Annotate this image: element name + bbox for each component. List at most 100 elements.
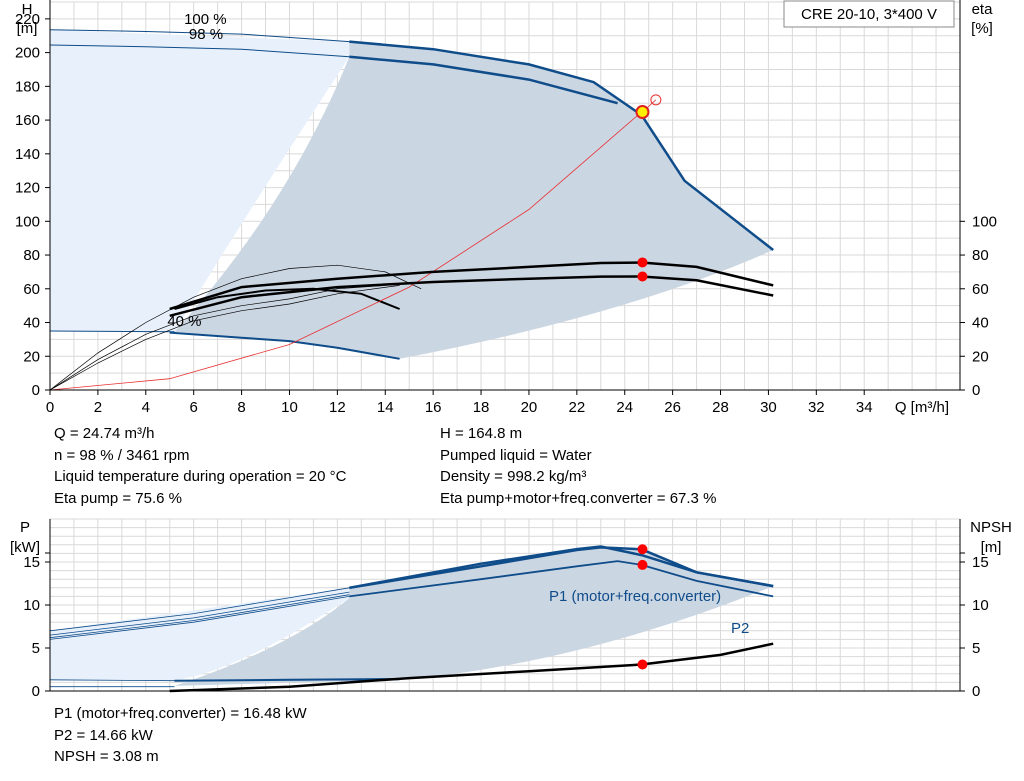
x-tick-label: 34 [856,399,873,416]
y-tick-label: 60 [23,281,40,298]
p1-curve [349,546,774,590]
info-eta-total: Eta pump+motor+freq.converter = 67.3 % [440,489,717,507]
speed-label-40: 40 % [167,313,201,330]
main-plot: 100 %98 %40 %0 2 4 6 8 10 12 14 16 18 20 22 24 26 28 30… [15,0,997,416]
info-p1: P1 (motor+freq.converter) = 16.48 kW [54,705,307,722]
p1-point [637,544,648,555]
y-tick-label: 5 [32,640,40,657]
x-axis-label: Q [m³/h] [895,399,949,416]
info-speed: n = 98 % / 3461 rpm [54,446,190,464]
x-tick-label: 16 [425,399,442,416]
y-tick-label: 140 [15,146,40,163]
info-flow: Q = 24.74 m³/h [54,425,155,442]
power-axis-label: P [20,519,30,536]
y-tick-label: 100 [15,213,40,230]
y-tick-label: 10 [23,597,40,614]
x-tick-label: 18 [473,399,490,416]
x-tick-label: 28 [712,399,729,416]
eta-curve-40 [174,287,400,310]
x-tick-label: 24 [616,399,633,416]
duty-point [635,104,650,119]
system-curve-marker [650,94,662,106]
y-tick-label: 15 [23,554,40,571]
x-tick-label: 26 [664,399,681,416]
npsh-axis-unit: [m] [981,539,1002,556]
x-tick-label: 20 [521,399,538,416]
npsh-axis-label: NPSH [970,519,1012,536]
info-temperature: Liquid temperature during operation = 20… [54,468,347,485]
y-tick-label: 80 [23,247,40,264]
y-tick-label: 0 [32,683,40,700]
speed-label-98: 98 % [189,26,223,43]
p-curve-40 [174,678,400,682]
system-curve [49,111,642,391]
power-axis-unit: [kW] [10,539,40,556]
x-tick-label: 32 [808,399,825,416]
p2-point [637,559,648,570]
p1-curve-98-thin [49,591,350,636]
title-box [783,0,955,28]
info-p2: P2 = 14.66 kW [54,726,153,744]
p2-curve [349,560,774,598]
eta-tick-label: 40 [972,315,989,332]
eta-pump-point [637,257,648,268]
x-tick-label: 6 [190,399,198,416]
eta-tick-label: 60 [972,281,989,298]
npsh-tick-label: 15 [972,554,989,571]
eta-tick-label: 0 [972,382,980,399]
y-tick-label: 200 [15,45,40,62]
x-tick-label: 4 [142,399,150,416]
x-tick-label: 22 [568,399,585,416]
p2-curve-98-thin [49,596,350,640]
light-power-area [50,587,350,681]
info-head: H = 164.8 m [440,425,523,442]
x-tick-label: 12 [329,399,346,416]
speed-label-100: 100 % [184,11,227,28]
x-tick-label: 10 [281,399,298,416]
x-tick-label: 2 [94,399,102,416]
x-tick-label: 8 [237,399,245,416]
info-density: Density = 998.2 kg/m³ [440,468,587,485]
eta-tick-label: 100 [972,213,997,230]
eta-pump-curve [169,261,774,311]
x-tick-label: 30 [760,399,777,416]
eta-tick-label: 80 [972,247,989,264]
eta-total-curve [169,275,774,318]
info-liquid: Pumped liquid = Water [440,446,592,464]
light-operating-area [50,29,350,332]
x-tick-label: 14 [377,399,394,416]
y-tick-label: 120 [15,180,40,197]
info-eta-pump: Eta pump = 75.6 % [54,489,182,507]
h-curve-98-thin [49,44,350,58]
y-tick-label: 220 [15,11,40,28]
p1-label: P1 (motor+freq.converter) [549,588,721,605]
y-tick-label: 0 [32,382,40,399]
y-tick-label: 20 [23,348,40,365]
y-axis-unit-right: [%] [971,20,993,37]
y-axis-label-left: H [22,1,33,18]
info-npsh: NPSH = 3.08 m [54,748,159,765]
h-curve-100 [349,40,774,251]
y-tick-label: 40 [23,315,40,332]
y-axis-label-right: eta [972,1,994,18]
h-curve-98 [349,55,618,105]
x-tick-label: 0 [46,399,54,416]
info-right: H = 164.8 m Pumped liquid = Water Densit… [440,423,716,509]
eta-arc-thin-3 [49,285,400,391]
power-operating-area [174,547,774,686]
npsh-tick-label: 10 [972,597,989,614]
h-curve-100-thin [49,29,350,43]
info-left: Q = 24.74 m³/h n = 98 % / 3461 rpm Liqui… [54,423,346,509]
info-power: P1 (motor+freq.converter) = 16.48 kW P2 … [54,703,307,768]
y-tick-label: 160 [15,112,40,129]
chart-title: CRE 20-10, 3*400 V [801,6,937,23]
npsh-tick-label: 0 [972,683,980,700]
eta-total-point [637,271,648,282]
npsh-curve [169,642,774,693]
p1-curve-100-thin [49,587,350,632]
h-curve-40-thin [49,330,175,333]
eta-tick-label: 20 [972,348,989,365]
h-curve-40 [169,331,400,360]
p2-label: P2 [731,620,749,637]
